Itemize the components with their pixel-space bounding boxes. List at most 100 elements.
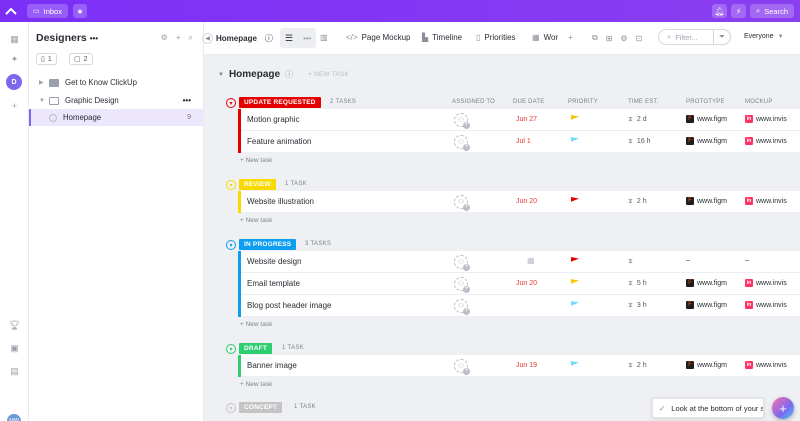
column-header-mockup[interactable]: MOCKUP — [745, 99, 773, 105]
briefcase-icon[interactable]: ▣ — [10, 343, 19, 353]
mockup-link[interactable]: in www.invis — [745, 137, 787, 145]
new-task-header-button[interactable]: + NEW TASK — [308, 71, 350, 78]
column-header-time[interactable]: TIME EST. — [628, 99, 659, 105]
add-assignee-icon[interactable]: ⚇ — [454, 255, 470, 271]
due-date[interactable]: Jun 20 — [516, 198, 538, 205]
pin-icon[interactable]: ✦ — [10, 54, 19, 64]
chevron-right-icon[interactable]: ▶ — [39, 80, 44, 86]
priority-flag-icon[interactable] — [571, 197, 579, 202]
tab-priorities[interactable]: ▯ Priorities — [476, 33, 516, 42]
due-date[interactable]: Jun 20 — [516, 280, 538, 287]
priority-flag-icon[interactable] — [571, 257, 579, 262]
list-view-tab[interactable]: ☰ ••• — [280, 28, 317, 48]
time-estimate[interactable]: ⧗ 2 h — [628, 198, 647, 206]
collapse-group-icon[interactable]: ▾ — [226, 240, 236, 250]
priority-flag-icon[interactable] — [571, 115, 579, 120]
add-assignee-icon[interactable]: ⚇ — [454, 277, 470, 293]
notifications-button[interactable]: 🔔︎ — [712, 4, 728, 18]
clipboard-icon[interactable]: ▤ — [10, 366, 19, 376]
info-icon[interactable]: ⓘ — [264, 34, 273, 43]
calendar-icon[interactable]: ▦ — [527, 256, 535, 265]
add-assignee-icon[interactable]: ⚇ — [454, 113, 470, 129]
collapse-group-icon[interactable]: ▾ — [226, 180, 236, 190]
folder-menu-icon[interactable]: ••• — [182, 96, 191, 105]
add-view-button[interactable]: + — [568, 33, 573, 42]
priority-flag-icon[interactable] — [571, 361, 579, 366]
filter-input[interactable]: ⌕ Filter... ⏷ — [658, 29, 731, 45]
gear-icon[interactable]: ⚙︎ — [620, 33, 628, 43]
due-date[interactable]: Jun 27 — [516, 116, 538, 123]
time-estimate[interactable]: ⧗ 2 h — [628, 362, 647, 370]
search-button[interactable]: ⌕ Search — [750, 4, 794, 18]
sidebar-item-homepage[interactable]: Homepage 9 — [29, 109, 203, 126]
task-name[interactable]: Blog post header image — [247, 301, 332, 310]
space-menu-icon[interactable]: ••• — [89, 34, 99, 43]
collapse-list-icon[interactable]: ▼ — [218, 71, 224, 78]
inbox-button[interactable]: ▭ Inbox — [27, 4, 68, 18]
new-task-button[interactable]: + New task — [240, 381, 273, 388]
search-icon[interactable]: ⌕ — [188, 33, 193, 42]
time-estimate[interactable]: ⧗ — [628, 258, 637, 266]
time-estimate[interactable]: ⧗ 16 h — [628, 138, 651, 146]
add-space-icon[interactable]: + — [11, 100, 18, 111]
column-header-priority[interactable]: PRIORITY — [568, 99, 598, 105]
time-estimate[interactable]: ⧗ 3 h — [628, 302, 647, 310]
sidebar-item-get-to-know[interactable]: ▶ Get to Know ClickUp — [29, 74, 203, 91]
workspace-avatar[interactable]: D — [6, 74, 22, 90]
new-task-button[interactable]: + New task — [240, 217, 273, 224]
chevron-down-icon[interactable]: ▼ — [39, 97, 45, 104]
mockup-link[interactable]: in www.invis — [745, 301, 787, 309]
task-name[interactable]: Email template — [247, 279, 300, 288]
hint-toast[interactable]: ✓ Look at the bottom of your s — [652, 398, 764, 418]
task-row[interactable]: Blog post header image ⚇ ⧗3 h Fwww.figm … — [241, 295, 800, 317]
prototype-link[interactable]: – — [686, 257, 690, 264]
add-icon[interactable]: + — [175, 33, 181, 42]
task-name[interactable]: Website illustration — [247, 197, 314, 206]
favorites-button[interactable]: ★ — [72, 4, 87, 18]
add-assignee-icon[interactable]: ⚇ — [454, 299, 470, 315]
user-avatar-mw[interactable]: MW — [7, 414, 21, 421]
board-view-tab[interactable]: ▥ — [320, 33, 328, 42]
due-date[interactable]: Jun 19 — [516, 362, 538, 369]
tab-page-mockup[interactable]: </> Page Mockup — [346, 33, 411, 42]
tab-workload[interactable]: ▦ Wor — [532, 33, 558, 42]
task-name[interactable]: Website design — [247, 257, 302, 266]
mockup-link[interactable]: in www.invis — [745, 115, 787, 123]
mockup-link[interactable]: in www.invis — [745, 279, 787, 287]
space-title[interactable]: Designers ••• — [36, 32, 98, 44]
mockup-link[interactable]: – — [745, 257, 749, 264]
status-badge[interactable]: CONCEPT — [239, 402, 283, 413]
task-row[interactable]: Website illustration ⚇ Jun 20 ⧗2 h Fwww.… — [241, 191, 800, 213]
column-header-prototype[interactable]: PROTOTYPE — [686, 99, 725, 105]
new-task-button[interactable]: + New task — [240, 321, 273, 328]
filter-funnel-icon[interactable]: ⏷ — [713, 29, 731, 45]
status-badge[interactable]: UPDATE REQUESTED — [239, 97, 321, 108]
mockup-link[interactable]: in www.invis — [745, 361, 787, 369]
task-name[interactable]: Banner image — [247, 361, 297, 370]
status-badge[interactable]: IN PROGRESS — [239, 239, 297, 250]
priority-flag-icon[interactable] — [571, 279, 579, 284]
collapse-sidebar-button[interactable]: ◀ — [202, 33, 213, 44]
time-estimate[interactable]: ⧗ 5 h — [628, 280, 647, 288]
comments-chip[interactable]: ▢ 2 — [69, 53, 93, 65]
column-header-due[interactable]: DUE DATE — [513, 99, 545, 105]
sidebar-item-graphic-design[interactable]: ▼ Graphic Design ••• — [29, 92, 203, 109]
more-views-icon[interactable]: ••• — [303, 33, 312, 43]
task-row[interactable]: Feature animation ⚇ Jul 1 ⧗16 h Fwww.fig… — [241, 131, 800, 153]
priority-flag-icon[interactable] — [571, 301, 579, 306]
add-assignee-icon[interactable]: ⚇ — [454, 359, 470, 375]
docs-chip[interactable]: ▯ 1 — [36, 53, 57, 65]
new-task-button[interactable]: + New task — [240, 157, 273, 164]
status-badge[interactable]: DRAFT — [239, 343, 273, 354]
status-badge[interactable]: REVIEW — [239, 179, 276, 190]
add-assignee-icon[interactable]: ⚇ — [454, 135, 470, 151]
tab-timeline[interactable]: ▙ Timeline — [422, 33, 462, 42]
